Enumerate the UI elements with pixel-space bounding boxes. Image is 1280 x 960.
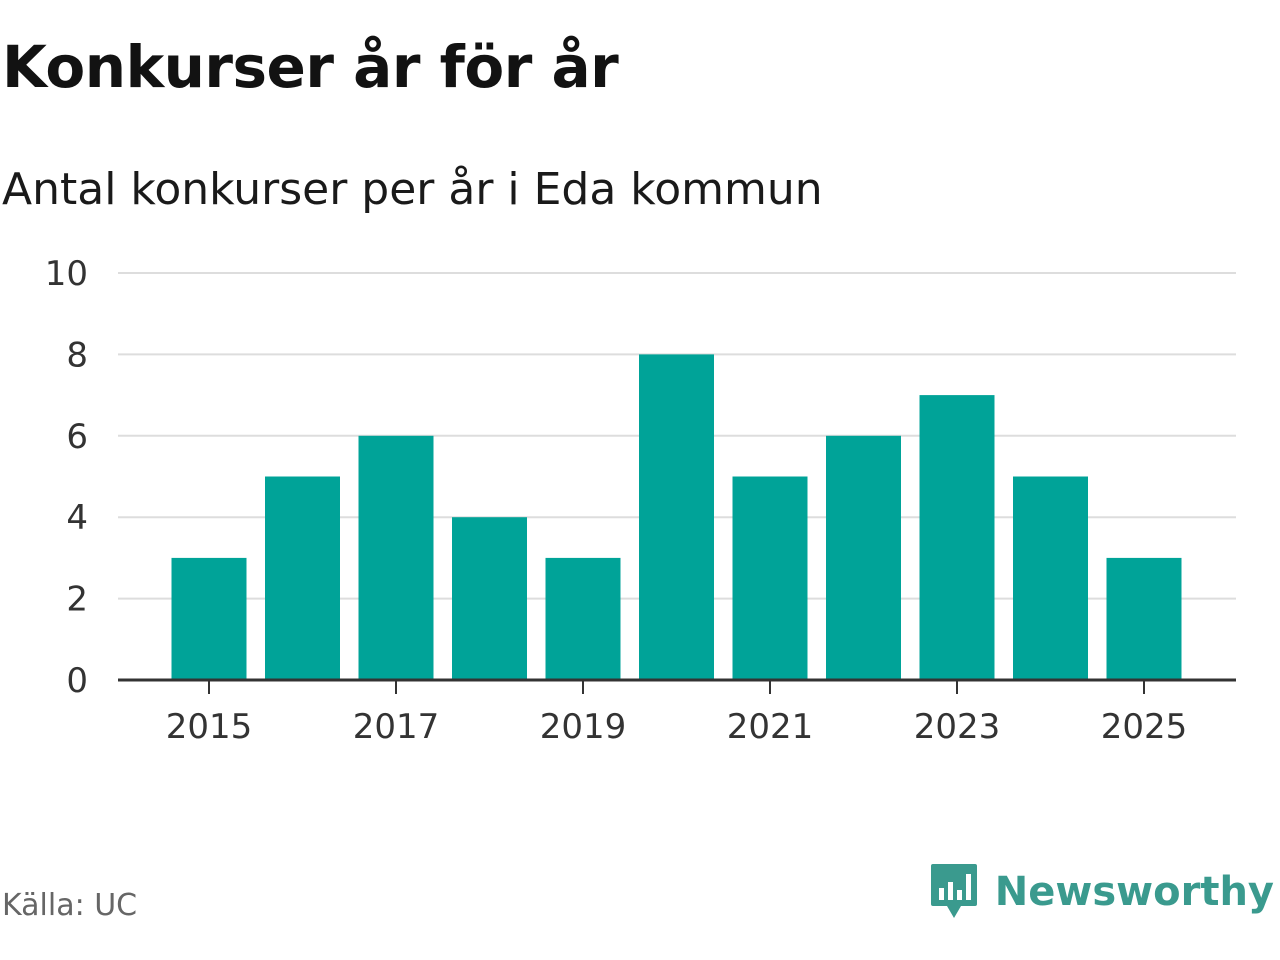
x-axis-ticks [208,680,1145,694]
x-tick-label: 2019 [540,707,627,747]
brand-logo: Newsworthy [929,862,1274,922]
x-tick-label: 2017 [353,707,440,747]
bar-2020 [639,354,714,680]
bars [171,354,1182,680]
y-axis-tick-labels: 0 2 4 6 8 10 [45,254,88,701]
bar-2022 [826,435,901,680]
y-tick-label: 0 [66,661,88,701]
bar-2024 [1013,476,1088,680]
source-note: Källa: UC [2,888,138,923]
y-tick-label: 4 [66,498,88,538]
brand-name: Newsworthy [994,869,1274,915]
bar-2017 [358,435,434,680]
x-tick-label: 2025 [1101,707,1188,747]
y-tick-label: 8 [66,335,88,375]
bar-2025 [1106,557,1182,680]
y-tick-label: 10 [45,254,88,294]
x-tick-label: 2021 [727,707,814,747]
x-axis-tick-labels: 2015 2017 2019 2021 2023 2025 [166,707,1188,747]
bar-2021 [732,476,808,680]
bar-2016 [265,476,340,680]
bar-2019 [545,557,621,680]
chart-subtitle: Antal konkurser per år i Eda kommun [2,164,823,215]
bar-2023 [919,395,995,680]
bar-chart: 0 2 4 6 8 10 2015 2017 2019 2021 2023 2025 [45,254,1236,747]
bar-2018 [452,517,527,680]
y-tick-label: 6 [66,417,88,457]
x-tick-label: 2015 [166,707,253,747]
newsworthy-logo-icon [930,864,977,918]
y-tick-label: 2 [66,580,88,620]
x-tick-label: 2023 [914,707,1001,747]
chart-title: Konkurser år för år [2,33,619,101]
bar-2015 [171,557,247,680]
